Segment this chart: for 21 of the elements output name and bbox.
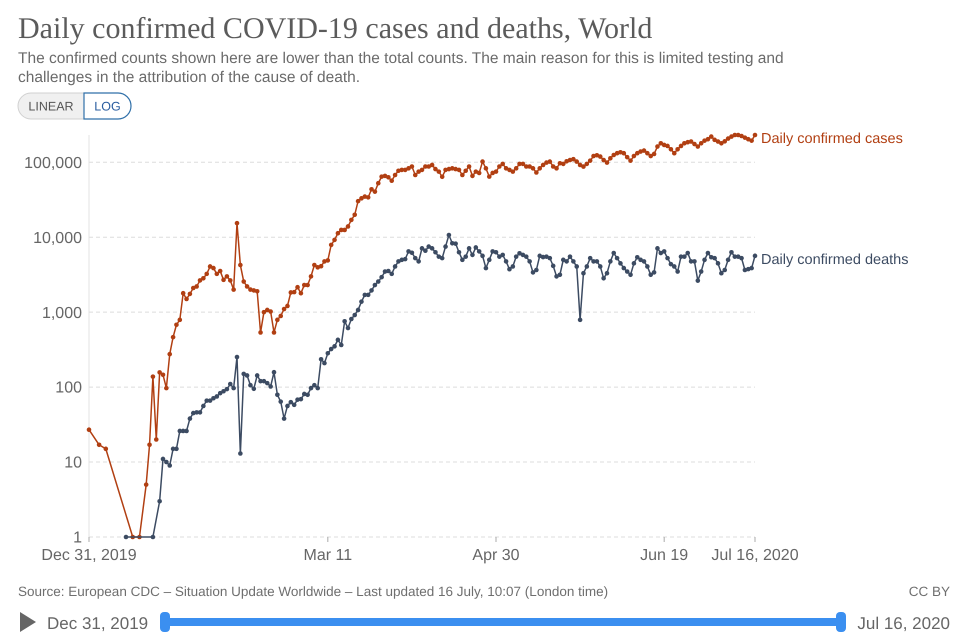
chart-title: Daily confirmed COVID-19 cases and deaths, World xyxy=(18,12,652,45)
y-tick-label: 1 xyxy=(73,530,82,547)
y-tick-label: 100,000 xyxy=(24,154,82,172)
text: CC BY xyxy=(908,584,950,599)
text: Jul 16, 2020 xyxy=(857,614,950,633)
x-tick-label: Mar 11 xyxy=(304,547,352,564)
source-note: Source: European CDC – Situation Update Worldwide – Last updated 16 July, 10:07 (London time) xyxy=(18,584,608,599)
y-tick-label: 1,000 xyxy=(42,304,82,322)
text: LOG xyxy=(94,100,121,114)
x-tick-label: Jun 19 xyxy=(640,547,688,564)
series-label: Daily confirmed cases xyxy=(761,131,903,148)
text: LINEAR xyxy=(28,100,74,114)
x-tick-label: Apr 30 xyxy=(472,547,520,564)
series-label: Daily confirmed deaths xyxy=(761,252,908,268)
text: Dec 31, 2019 xyxy=(47,614,148,633)
x-tick-label: Jul 16, 2020 xyxy=(711,547,799,564)
chart-subtitle: The confirmed counts shown here are lower than the total counts. The main reason for this is limited testing and challenges in the attribution of the cause of death. xyxy=(18,50,784,86)
x-tick-label: Dec 31, 2019 xyxy=(41,547,137,564)
y-tick-label: 10 xyxy=(64,454,82,472)
y-tick-label: 10,000 xyxy=(33,230,82,247)
y-tick-label: 100 xyxy=(55,380,82,397)
